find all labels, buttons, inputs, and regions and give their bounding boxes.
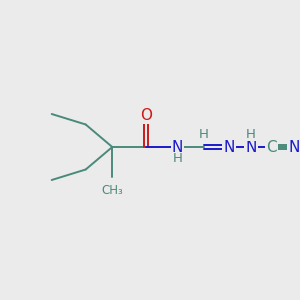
Text: CH₃: CH₃ <box>101 184 123 197</box>
Text: N: N <box>172 140 183 154</box>
Text: H: H <box>246 128 256 141</box>
Text: N: N <box>223 140 235 154</box>
Text: N: N <box>245 140 257 154</box>
Text: H: H <box>172 152 182 165</box>
Text: O: O <box>140 108 152 123</box>
Text: H: H <box>199 128 209 141</box>
Text: C: C <box>266 140 277 154</box>
Text: N: N <box>288 140 300 154</box>
